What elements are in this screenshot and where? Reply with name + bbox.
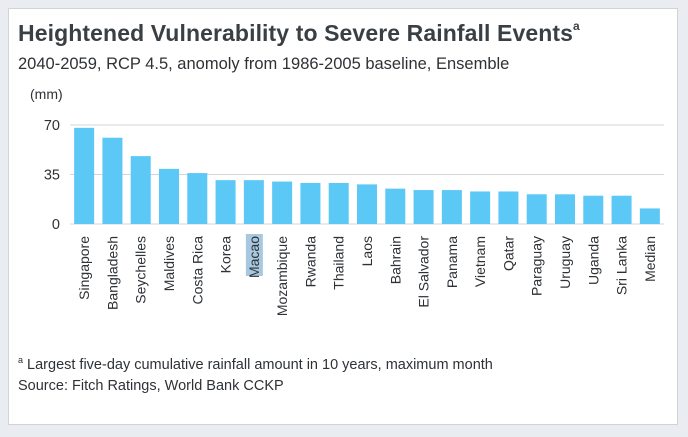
bar	[526, 194, 547, 224]
x-category-label-group: Macao	[245, 234, 263, 278]
label-highlight	[245, 234, 263, 276]
footnote-text: Largest five-day cumulative rainfall amo…	[23, 356, 493, 373]
x-category-label: Macao	[246, 236, 262, 278]
x-category-label-group: Uganda	[585, 236, 601, 285]
x-category-label-group: Korea	[218, 236, 234, 274]
bar	[413, 190, 434, 224]
bar	[470, 191, 491, 224]
bar	[215, 180, 236, 224]
bars	[74, 127, 660, 224]
x-category-label-group: Seychelles	[133, 236, 149, 304]
x-category-label: Bahrain	[387, 236, 403, 284]
bar	[385, 188, 406, 224]
x-category-label: Rwanda	[302, 236, 318, 288]
x-category-label: Panama	[444, 236, 460, 288]
chart-subtitle: 2040-2059, RCP 4.5, anomoly from 1986-20…	[18, 55, 510, 73]
x-category-label-group: Sri Lanka	[614, 236, 630, 295]
x-category-label-group: Paraguay	[529, 236, 545, 296]
bar	[583, 195, 604, 224]
x-category-label: Median	[642, 236, 658, 282]
x-category-label: Maldives	[161, 236, 177, 291]
bar	[159, 168, 179, 224]
y-tick-label: 70	[44, 118, 60, 134]
x-category-label: Korea	[218, 236, 234, 274]
x-category-label-group: Maldives	[161, 236, 177, 291]
x-category-label-group: Mozambique	[274, 236, 290, 316]
x-category-label-group: Laos	[359, 236, 375, 266]
bar	[187, 173, 208, 224]
footnote-marker: a	[18, 355, 24, 365]
x-category-label: Bangladesh	[104, 236, 120, 310]
bar	[102, 137, 123, 224]
x-category-label-group: Bangladesh	[104, 236, 120, 310]
source-note: Source: Fitch Ratings, World Bank CCKP	[18, 378, 284, 394]
y-axis-unit-label: (mm)	[30, 86, 63, 102]
footnote: a Largest five-day cumulative rainfall a…	[18, 355, 493, 373]
bar	[272, 181, 293, 224]
bar	[74, 127, 95, 224]
x-category-label-group: Bahrain	[387, 236, 403, 284]
x-category-label-group: Rwanda	[302, 236, 318, 288]
bar	[498, 191, 519, 224]
chart-title-text: Heightened Vulnerability to Severe Rainf…	[18, 20, 574, 46]
x-category-label: Mozambique	[274, 236, 290, 316]
x-category-label: Singapore	[76, 236, 92, 300]
x-category-label: Uruguay	[557, 236, 573, 289]
bar	[611, 195, 632, 224]
x-category-label: El Salvador	[416, 236, 432, 308]
x-category-label: Laos	[359, 236, 375, 266]
x-category-label: Uganda	[585, 236, 601, 285]
chart-title: Heightened Vulnerability to Severe Rainf…	[18, 19, 580, 47]
bar	[130, 156, 151, 224]
title-footnote-marker: a	[573, 19, 580, 34]
x-category-label-group: Costa Rica	[189, 236, 205, 305]
x-category-label: Sri Lanka	[614, 236, 630, 295]
x-category-label-group: Singapore	[76, 236, 92, 300]
y-tick-label: 0	[52, 217, 60, 233]
x-category-label-group: El Salvador	[416, 236, 432, 308]
bar	[555, 194, 575, 224]
x-category-label-group: Uruguay	[557, 236, 573, 289]
bar	[357, 184, 377, 224]
x-category-label: Thailand	[331, 236, 347, 290]
bar	[300, 182, 321, 224]
y-tick-label: 35	[44, 168, 60, 184]
x-category-label: Seychelles	[133, 236, 149, 304]
bar	[639, 208, 660, 224]
bar	[328, 182, 349, 224]
x-category-label: Costa Rica	[189, 236, 205, 305]
x-category-label-group: Panama	[444, 236, 460, 288]
x-axis-labels: Singapore Bangladesh Seychelles Maldives Cos…	[76, 234, 658, 316]
x-category-label-group: Thailand	[331, 236, 347, 290]
x-category-label-group: Qatar	[500, 236, 516, 271]
y-axis-ticks: 0 35 70	[44, 118, 60, 233]
x-category-label: Qatar	[500, 236, 516, 271]
x-category-label-group: Median	[642, 236, 658, 282]
x-category-label: Vietnam	[472, 236, 488, 287]
bar	[243, 180, 264, 224]
bar	[441, 190, 462, 224]
x-category-label-group: Vietnam	[472, 236, 488, 287]
x-category-label: Paraguay	[529, 236, 545, 296]
